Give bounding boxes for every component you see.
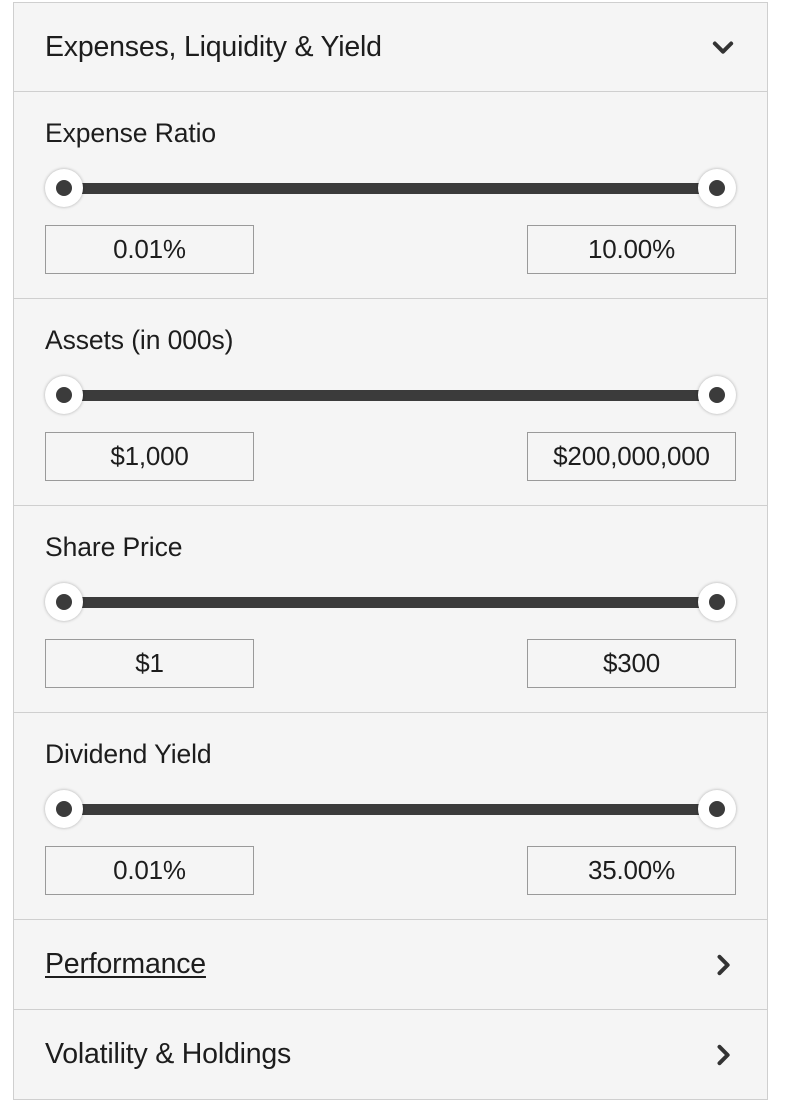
filter-section-share-price: Share Price $1 $300 [14,532,767,713]
min-value-input[interactable]: 0.01% [45,846,254,895]
min-value-input[interactable]: $1,000 [45,432,254,481]
min-value-input[interactable]: 0.01% [45,225,254,274]
value-row: 0.01% 10.00% [45,225,736,274]
slider-track[interactable] [64,596,717,608]
accordion-row-performance[interactable]: Performance [14,920,767,1010]
max-value-input[interactable]: 35.00% [527,846,736,895]
chevron-right-icon[interactable] [709,951,737,979]
accordion-header-expenses-liquidity-yield[interactable]: Expenses, Liquidity & Yield [14,3,767,92]
value-row: $1,000 $200,000,000 [45,432,736,481]
slider-handle-right[interactable] [698,376,736,414]
filter-label: Dividend Yield [45,739,212,769]
slider-handle-right[interactable] [698,169,736,207]
chevron-right-icon[interactable] [709,1041,737,1069]
max-value-input[interactable]: $200,000,000 [527,432,736,481]
slider-handle-left[interactable] [45,376,83,414]
slider-handle-left[interactable] [45,583,83,621]
filter-label: Assets (in 000s) [45,325,234,355]
slider-handle-right[interactable] [698,583,736,621]
accordion-row-title: Volatility & Holdings [45,1038,292,1070]
slider-handle-right[interactable] [698,790,736,828]
value-row: $1 $300 [45,639,736,688]
slider-track[interactable] [64,389,717,401]
max-value-input[interactable]: 10.00% [527,225,736,274]
range-slider[interactable] [45,786,736,832]
value-row: 0.01% 35.00% [45,846,736,895]
accordion-row-title: Performance [45,948,206,980]
accordion-row-volatility-holdings[interactable]: Volatility & Holdings [14,1010,767,1100]
filter-section-dividend-yield: Dividend Yield 0.01% 35.00% [14,739,767,920]
filter-section-expense-ratio: Expense Ratio 0.01% 10.00% [14,118,767,299]
slider-track[interactable] [64,182,717,194]
min-value-input[interactable]: $1 [45,639,254,688]
chevron-down-icon[interactable] [709,33,737,61]
filter-panel: Expenses, Liquidity & Yield Expense Rati… [13,2,768,1100]
filter-label: Expense Ratio [45,118,217,148]
slider-track[interactable] [64,803,717,815]
range-slider[interactable] [45,372,736,418]
slider-handle-left[interactable] [45,169,83,207]
filter-label: Share Price [45,532,183,562]
range-slider[interactable] [45,579,736,625]
accordion-header-title: Expenses, Liquidity & Yield [45,30,382,63]
range-slider[interactable] [45,165,736,211]
slider-handle-left[interactable] [45,790,83,828]
max-value-input[interactable]: $300 [527,639,736,688]
filter-section-assets: Assets (in 000s) $1,000 $200,000,000 [14,325,767,506]
